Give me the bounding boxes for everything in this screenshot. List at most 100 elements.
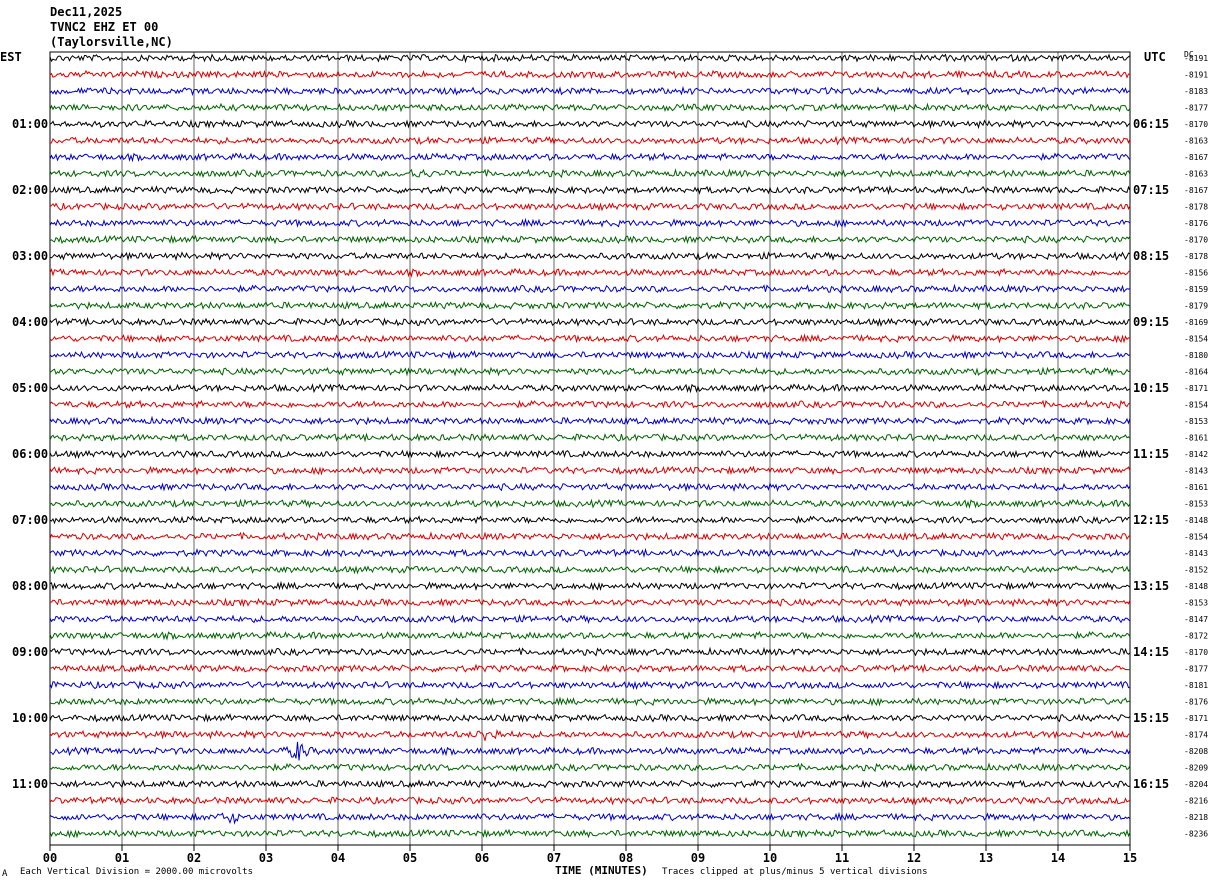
dc-offset-label: -8167 — [1184, 186, 1208, 195]
dc-offset-label: -8209 — [1184, 764, 1208, 773]
seismic-trace — [49, 547, 1131, 558]
dc-offset-label: -8179 — [1184, 302, 1208, 311]
dc-offset-label: -8174 — [1184, 731, 1208, 740]
est-hour-label: 10:00 — [12, 711, 48, 725]
seismic-trace — [49, 811, 1131, 825]
dc-offset-label: -8183 — [1184, 87, 1208, 96]
dc-offset-label: -8177 — [1184, 665, 1208, 674]
station-code: TVNC2 EHZ ET 00 — [50, 20, 159, 34]
x-tick-label: 09 — [691, 851, 705, 865]
dc-offset-label: -8191 — [1184, 54, 1208, 63]
seismic-trace — [49, 779, 1131, 789]
dc-offset-label: -8171 — [1184, 714, 1208, 723]
seismic-trace — [49, 69, 1131, 80]
x-tick-label: 04 — [331, 851, 345, 865]
seismic-trace — [49, 251, 1131, 262]
utc-hour-label: 12:15 — [1133, 513, 1169, 527]
dc-offset-label: -8176 — [1184, 219, 1208, 228]
x-tick-label: 14 — [1051, 851, 1065, 865]
dc-offset-label: -8153 — [1184, 417, 1208, 426]
seismic-trace — [49, 432, 1131, 443]
dc-offset-label: -8156 — [1184, 269, 1208, 278]
seismic-trace — [49, 646, 1131, 657]
seismic-trace — [49, 168, 1131, 179]
seismic-trace — [49, 184, 1131, 195]
est-hour-label: 02:00 — [12, 183, 48, 197]
dc-offset-label: -8170 — [1184, 648, 1208, 657]
dc-offset-label: -8170 — [1184, 236, 1208, 245]
utc-hour-label: 14:15 — [1133, 645, 1169, 659]
dc-offset-label: -8218 — [1184, 813, 1208, 822]
seismic-trace — [49, 415, 1131, 426]
seismic-trace — [49, 350, 1131, 360]
utc-hour-label: 10:15 — [1133, 381, 1169, 395]
utc-hour-label: 08:15 — [1133, 249, 1169, 263]
dc-offset-label: -8147 — [1184, 615, 1208, 624]
dc-offset-label: -8176 — [1184, 698, 1208, 707]
x-tick-label: 12 — [907, 851, 921, 865]
dc-offset-label: -8161 — [1184, 483, 1208, 492]
x-axis-title: TIME (MINUTES) — [555, 864, 648, 877]
seismic-trace — [49, 580, 1131, 592]
seismic-trace — [49, 201, 1131, 212]
seismic-trace — [49, 217, 1131, 229]
dc-offset-label: -8181 — [1184, 681, 1208, 690]
seismic-trace — [49, 399, 1131, 410]
dc-offset-label: -8177 — [1184, 104, 1208, 113]
dc-offset-label: -8164 — [1184, 368, 1208, 377]
dc-offset-label: -8180 — [1184, 351, 1208, 360]
seismic-trace — [49, 482, 1131, 493]
dc-offset-label: -8163 — [1184, 170, 1208, 179]
seismic-trace — [49, 515, 1131, 525]
seismic-trace — [49, 102, 1131, 113]
seismic-trace — [49, 614, 1131, 625]
dc-offset-label: -8142 — [1184, 450, 1208, 459]
seismic-trace — [49, 680, 1130, 691]
x-tick-label: 06 — [475, 851, 489, 865]
seismic-trace — [49, 316, 1131, 328]
seismic-trace — [49, 333, 1130, 344]
est-hour-label: 05:00 — [12, 381, 48, 395]
x-tick-label: 08 — [619, 851, 633, 865]
dc-offset-label: -8163 — [1184, 137, 1208, 146]
station-location: (Taylorsville,NC) — [50, 35, 173, 49]
seismic-trace — [49, 828, 1131, 839]
est-hour-label: 07:00 — [12, 513, 48, 527]
utc-hour-label: 09:15 — [1133, 315, 1169, 329]
utc-hour-label: 07:15 — [1133, 183, 1169, 197]
x-tick-label: 03 — [259, 851, 273, 865]
dc-offset-label: -8153 — [1184, 599, 1208, 608]
seismic-trace — [49, 152, 1131, 163]
x-tick-label: 00 — [43, 851, 57, 865]
x-tick-label: 15 — [1123, 851, 1137, 865]
seismic-trace — [49, 663, 1131, 674]
utc-hour-label: 15:15 — [1133, 711, 1169, 725]
seismic-trace — [49, 366, 1131, 377]
dc-offset-label: -8167 — [1184, 153, 1208, 162]
left-timezone-label: EST — [0, 50, 22, 64]
dc-offset-label: -8153 — [1184, 500, 1208, 509]
seismic-trace — [50, 597, 1131, 608]
corner-mark: A — [2, 869, 8, 879]
dc-offset-label: -8172 — [1184, 632, 1208, 641]
dc-offset-label: -8171 — [1184, 384, 1208, 393]
seismic-trace — [49, 564, 1131, 575]
x-tick-label: 01 — [115, 851, 129, 865]
dc-offset-label: -8216 — [1184, 797, 1208, 806]
seismic-trace — [49, 135, 1131, 146]
seismic-trace — [49, 119, 1131, 130]
dc-offset-label: -8152 — [1184, 566, 1208, 575]
dc-offset-label: -8191 — [1184, 71, 1208, 80]
dc-offset-label: -8143 — [1184, 549, 1208, 558]
record-date: Dec11,2025 — [50, 5, 123, 19]
seismic-trace — [49, 383, 1131, 394]
dc-offset-label: -8208 — [1184, 747, 1208, 756]
dc-offset-label: -8148 — [1184, 582, 1208, 591]
dc-offset-label: -8236 — [1184, 830, 1208, 839]
dc-offset-label: -8178 — [1184, 203, 1208, 212]
dc-offset-label: -8148 — [1184, 516, 1208, 525]
est-hour-label: 08:00 — [12, 579, 48, 593]
seismic-trace — [49, 85, 1131, 97]
dc-offset-label: -8159 — [1184, 285, 1208, 294]
dc-offset-label: -8170 — [1184, 120, 1208, 129]
